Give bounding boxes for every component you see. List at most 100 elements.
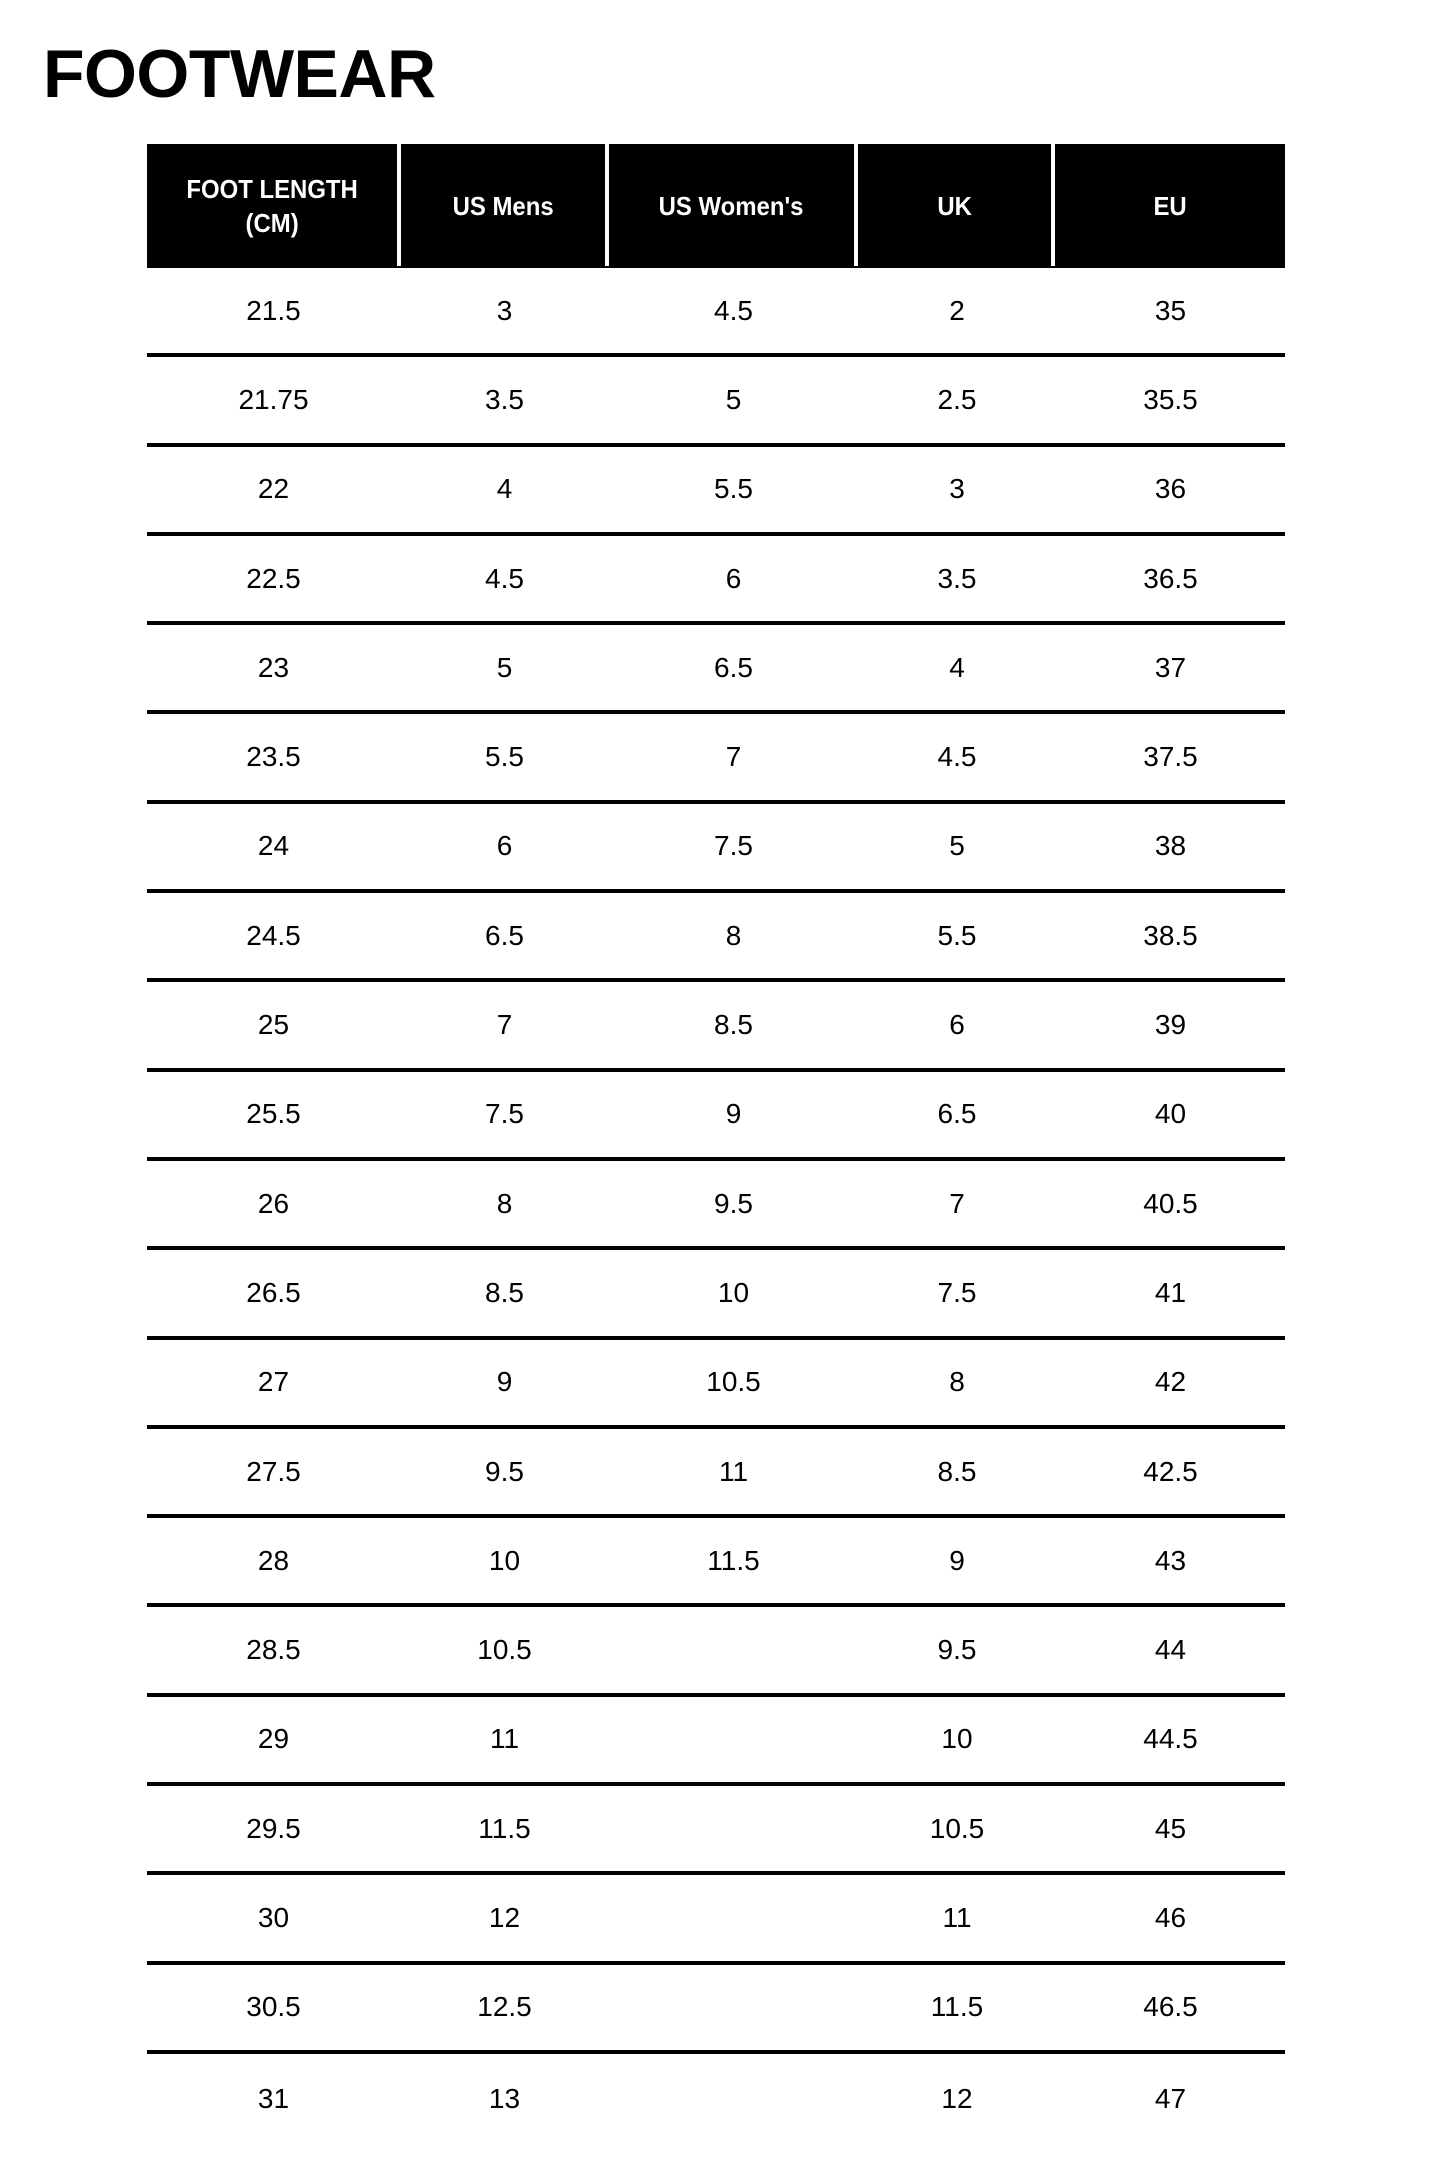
us-womens-cell: 9 [725,1098,742,1130]
us-mens-cell: 8.5 [485,1276,524,1308]
foot-length-cell: 27 [257,1366,290,1398]
eu-cell: 39 [1154,1009,1187,1041]
us-womens-cell: 9.5 [714,1187,753,1219]
us-mens-cell: 12.5 [477,1991,532,2023]
us-mens-cell: 10.5 [477,1634,532,1666]
eu-cell: 36 [1154,473,1187,505]
us-mens-cell: 4.5 [485,562,524,594]
us-womens-cell: 6.5 [714,651,753,683]
eu-cell: 47 [1154,2082,1187,2114]
us-mens-cell: 11 [489,1723,520,1755]
uk-cell: 2.5 [937,383,977,415]
us-womens-cell: 7.5 [714,830,753,862]
uk-cell: 8 [949,1366,965,1398]
us-womens-cell: 11.5 [707,1544,760,1576]
us-womens-cell [609,1875,858,1960]
foot-length-cell: 28 [257,1544,290,1576]
foot-length-cell: 29.5 [246,1812,301,1844]
us-womens-cell: 8.5 [714,1009,753,1041]
us-mens-cell: 8 [496,1187,513,1219]
uk-cell: 4.5 [937,741,977,773]
table-row: 26.5 8.5 10 7.5 41 [147,1250,1285,1340]
eu-cell: 37 [1154,651,1187,683]
uk-cell: 6 [949,1009,965,1041]
us-womens-cell [609,1607,858,1692]
table-row: 28.5 10.5 9.5 44 [147,1607,1285,1697]
table-row: 27 9 10.5 8 42 [147,1340,1285,1429]
uk-cell: 9 [949,1544,965,1576]
us-mens-cell: 10 [488,1544,521,1576]
page-title: FOOTWEAR [43,36,436,112]
foot-length-cell: 30.5 [246,1991,301,2023]
uk-cell: 5 [949,830,965,862]
eu-cell: 42.5 [1143,1455,1198,1487]
header-uk: UK [936,191,972,221]
foot-length-cell: 21.5 [246,294,301,326]
us-mens-cell: 5 [496,651,513,683]
table-row: 25 7 8.5 6 39 [147,982,1285,1072]
eu-cell: 35.5 [1143,383,1198,415]
table-row: 27.5 9.5 11 8.5 42.5 [147,1429,1285,1519]
us-womens-cell [609,1786,858,1871]
eu-cell: 35 [1154,294,1187,326]
us-mens-cell: 6 [496,830,513,862]
foot-length-cell: 26 [257,1187,290,1219]
us-mens-cell: 7 [496,1009,513,1041]
uk-cell: 6.5 [937,1098,977,1130]
table-row: 25.5 7.5 9 6.5 40 [147,1072,1285,1161]
us-womens-cell [609,1965,858,2050]
us-mens-cell: 6.5 [485,919,524,951]
uk-cell: 4 [949,651,965,683]
uk-cell: 12 [941,2082,973,2114]
header-divider [853,144,858,266]
uk-cell: 11.5 [930,1991,984,2023]
us-womens-cell: 10.5 [706,1366,761,1398]
size-chart-table: FOOT LENGTH (CM) US Mens US Women's UK E… [147,144,1285,2143]
foot-length-cell: 26.5 [246,1276,301,1308]
table-row: 30 12 11 46 [147,1875,1285,1965]
table-row: 22 4 5.5 3 36 [147,447,1285,536]
table-row: 24.5 6.5 8 5.5 38.5 [147,893,1285,983]
uk-cell: 11 [942,1901,972,1933]
eu-cell: 38.5 [1143,919,1198,951]
foot-length-cell: 23.5 [246,741,301,773]
uk-cell: 2 [949,294,965,326]
uk-cell: 7 [949,1187,965,1219]
us-womens-cell [609,1697,858,1782]
us-mens-cell: 9 [496,1366,513,1398]
us-womens-cell: 5.5 [714,473,753,505]
eu-cell: 42 [1154,1366,1187,1398]
uk-cell: 3.5 [937,562,977,594]
eu-cell: 46.5 [1143,1991,1198,2023]
foot-length-cell: 25.5 [246,1098,301,1130]
us-womens-cell: 11 [718,1455,749,1487]
foot-length-cell: 24 [257,830,290,862]
eu-cell: 38 [1154,830,1187,862]
header-us-womens: US Women's [659,191,804,221]
foot-length-cell: 24.5 [246,919,301,951]
header-divider [397,144,402,266]
us-womens-cell: 5 [725,383,742,415]
us-mens-cell: 3.5 [485,383,524,415]
foot-length-cell: 22 [257,473,290,505]
foot-length-cell: 23 [257,651,290,683]
table-row: 24 6 7.5 5 38 [147,804,1285,894]
foot-length-cell: 28.5 [246,1634,301,1666]
eu-cell: 44.5 [1143,1723,1198,1755]
table-row: 26 8 9.5 7 40.5 [147,1161,1285,1251]
foot-length-cell: 31 [257,2082,290,2114]
table-row: 23.5 5.5 7 4.5 37.5 [147,714,1285,804]
eu-cell: 44 [1154,1634,1187,1666]
us-womens-cell [609,2054,858,2143]
uk-cell: 8.5 [937,1455,977,1487]
foot-length-cell: 30 [257,1901,290,1933]
table-row: 31 13 12 47 [147,2054,1285,2143]
eu-cell: 41 [1154,1276,1187,1308]
table-row: 29 11 10 44.5 [147,1697,1285,1787]
uk-cell: 5.5 [937,919,977,951]
us-mens-cell: 5.5 [485,741,524,773]
foot-length-cell: 29 [257,1723,290,1755]
table-row: 23 5 6.5 4 37 [147,625,1285,715]
us-womens-cell: 10 [717,1276,750,1308]
us-womens-cell: 6 [725,562,742,594]
